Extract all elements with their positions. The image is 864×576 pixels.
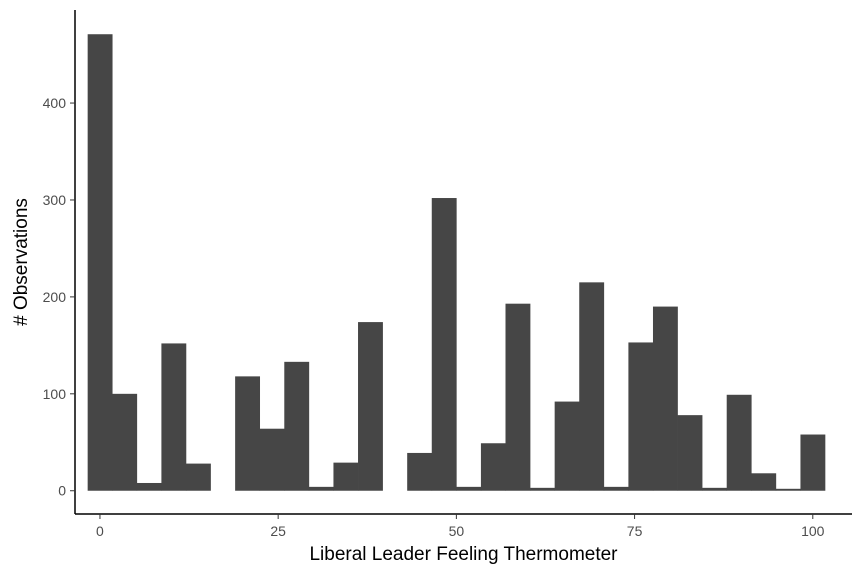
x-tick-label: 50: [449, 523, 465, 539]
histogram-bar: [333, 462, 359, 491]
histogram-bar: [775, 488, 801, 491]
histogram-bar: [185, 463, 211, 491]
histogram-bar: [456, 486, 482, 491]
histogram-bar: [112, 393, 138, 491]
histogram-bar: [652, 306, 678, 491]
histogram-bar: [161, 343, 187, 491]
histogram-bar: [579, 282, 605, 491]
x-axis-title: Liberal Leader Feeling Thermometer: [309, 544, 618, 565]
y-tick-label: 0: [58, 483, 66, 499]
histogram-bar: [554, 401, 580, 491]
y-tick-label: 400: [43, 95, 67, 111]
histogram-bar: [259, 428, 285, 491]
y-axis-ticks: 0 100 200 300 400: [43, 95, 75, 499]
histogram-bar: [603, 486, 629, 491]
histogram-bar: [431, 198, 457, 491]
histogram-bar: [235, 376, 261, 491]
histogram-bar: [87, 34, 113, 491]
histogram-bar: [136, 482, 162, 491]
histogram-bar: [726, 394, 752, 491]
histogram-bar: [530, 487, 555, 491]
histogram-bar: [480, 443, 506, 491]
histogram-bar: [308, 486, 334, 491]
x-tick-label: 75: [627, 523, 643, 539]
y-tick-label: 100: [43, 386, 67, 402]
y-axis-title: # Observations: [11, 198, 32, 326]
histogram-bar: [284, 361, 310, 491]
x-tick-label: 0: [96, 523, 104, 539]
y-tick-label: 300: [43, 192, 67, 208]
bars-group: [87, 34, 826, 491]
histogram-bar: [702, 487, 728, 491]
y-tick-label: 200: [43, 289, 67, 305]
histogram-bar: [505, 303, 531, 491]
x-axis-ticks: 0 25 50 75 100: [96, 514, 825, 539]
histogram-bar: [677, 415, 703, 491]
histogram-bar: [407, 452, 433, 491]
x-tick-label: 100: [801, 523, 825, 539]
histogram-bar: [800, 434, 826, 491]
histogram-bar: [628, 342, 654, 491]
x-tick-label: 25: [270, 523, 286, 539]
histogram-bar: [751, 473, 777, 491]
histogram-bar: [358, 322, 383, 491]
